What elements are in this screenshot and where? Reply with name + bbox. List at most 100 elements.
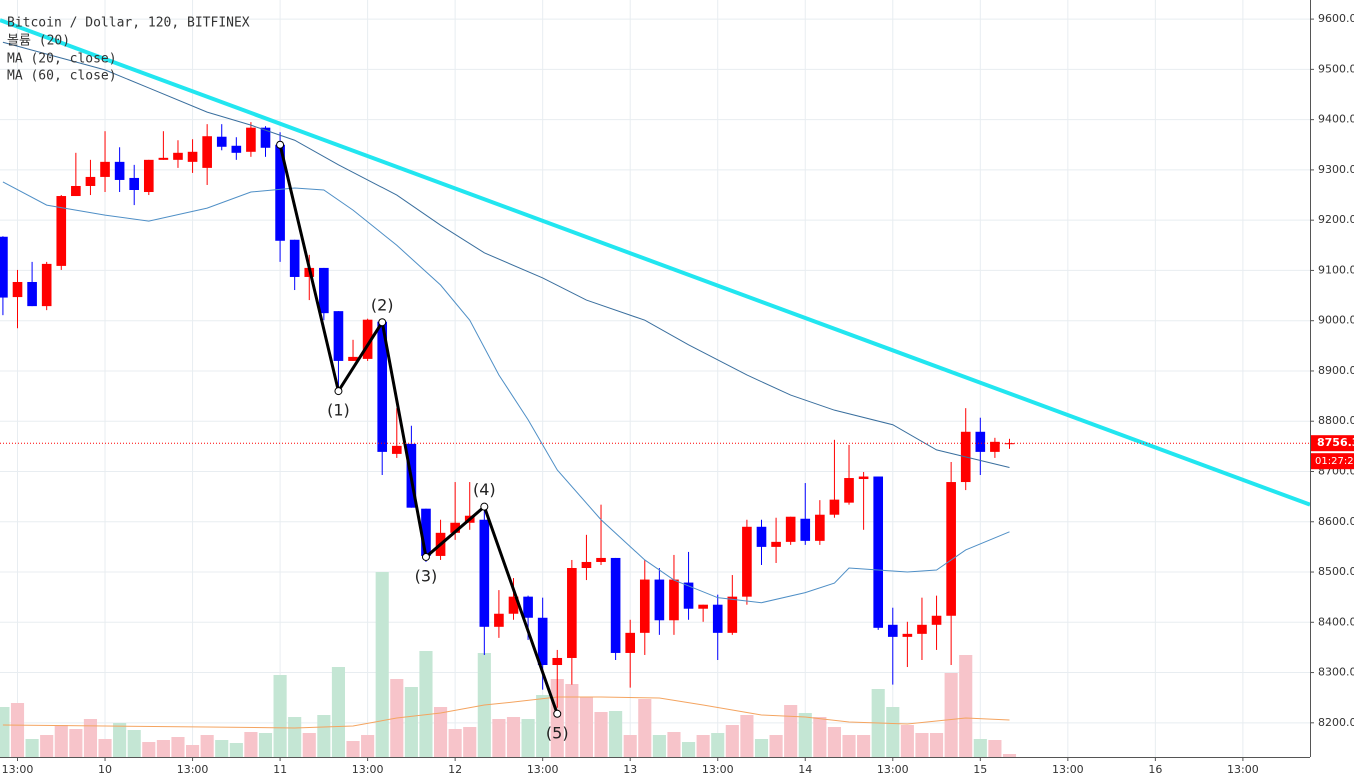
candle-body: [610, 557, 621, 653]
legend-entry: MA (60, close): [7, 69, 117, 84]
candle-body: [975, 431, 986, 452]
candle-body: [669, 579, 679, 621]
candle-body: [260, 127, 271, 148]
wave-point: [378, 318, 387, 327]
volume-bar: [929, 733, 944, 757]
volume-bar: [900, 725, 914, 757]
volume-bar: [973, 739, 987, 757]
volume-bar: [565, 684, 579, 757]
wave-point: [421, 552, 430, 561]
candle-body: [85, 176, 96, 186]
volume-bar: [273, 675, 287, 757]
candle-body: [698, 604, 708, 609]
volume-bar: [857, 735, 871, 757]
x-tick-label: 13:00: [1052, 763, 1084, 776]
candle-body: [844, 478, 854, 503]
y-tick-label: 9100.0: [1318, 263, 1354, 276]
volume-bar: [886, 707, 900, 757]
volume-bar: [915, 733, 929, 757]
volume-bar: [317, 715, 331, 757]
axes: 8200.08300.08400.08500.08600.08700.08800…: [2, 12, 1354, 776]
x-tick-label: 11: [273, 763, 287, 776]
volume-bar: [827, 727, 841, 757]
candle-body: [815, 514, 825, 541]
volume-bar: [944, 673, 958, 757]
candle-body: [523, 596, 533, 618]
series-line: [2, 41, 1010, 468]
candle-body: [858, 476, 869, 480]
legend: Bitcoin / Dollar, 120, BITFINEX 볼륨 (20) …: [7, 16, 250, 84]
candle-body: [202, 136, 212, 168]
candle-body: [829, 499, 840, 515]
wave-point: [334, 387, 343, 396]
volume-bar: [331, 667, 346, 757]
candle-body: [71, 185, 81, 197]
candle-body: [654, 579, 665, 621]
volume-bar: [681, 742, 696, 757]
y-tick-label: 9200.0: [1318, 213, 1354, 226]
legend-entry: Bitcoin / Dollar, 120, BITFINEX: [7, 16, 250, 31]
candle-body: [56, 196, 67, 266]
volume-bar: [25, 739, 39, 757]
candle-body: [275, 144, 285, 241]
x-tick-label: 10: [98, 763, 112, 776]
candle-body: [902, 633, 913, 637]
wave-point: [480, 502, 489, 511]
volume-bar: [127, 730, 141, 757]
wave-point: [553, 709, 562, 718]
x-tick-label: 13:00: [702, 763, 734, 776]
candle-body: [873, 476, 884, 628]
y-tick-label: 8300.0: [1318, 666, 1354, 679]
candle-body: [596, 557, 606, 562]
candle-body: [129, 177, 140, 191]
candle-body: [552, 657, 563, 666]
countdown-box: [1311, 453, 1354, 470]
volume-bar: [959, 655, 973, 757]
volume-bar: [784, 705, 798, 757]
x-tick-label: 13: [623, 763, 637, 776]
candle-body: [143, 159, 154, 193]
x-tick-label: 15: [973, 763, 987, 776]
x-tick-label: 14: [798, 763, 812, 776]
volume-bar: [725, 725, 739, 757]
volume-bar: [288, 717, 302, 757]
candle-body: [581, 561, 592, 569]
trendline: [0, 18, 1310, 507]
x-tick-label: 13:00: [352, 763, 384, 776]
y-tick-label: 8200.0: [1318, 716, 1354, 729]
y-tick-label: 9400.0: [1318, 113, 1354, 126]
candle-body: [508, 596, 519, 614]
candle-body: [946, 482, 956, 616]
y-tick-label: 8500.0: [1318, 565, 1354, 578]
candle-body: [362, 319, 373, 359]
wave-line: [278, 144, 559, 715]
candle-body: [727, 596, 738, 633]
volume-bar: [609, 711, 623, 757]
plot-area: (1) (2) (3) (4) (5): [0, 18, 1310, 757]
candle-body: [100, 161, 110, 177]
volume-bar: [69, 729, 83, 757]
volume-bar: [506, 717, 521, 757]
volume-bar: [667, 732, 681, 757]
volume-bar: [711, 733, 725, 757]
candle-body: [0, 236, 8, 298]
volume-bar: [200, 735, 214, 757]
volume-bar: [361, 735, 375, 757]
candle-body: [887, 624, 898, 637]
volume-bar: [229, 743, 243, 757]
candle-body: [377, 321, 388, 452]
candle-body: [450, 522, 460, 533]
candle-body: [27, 281, 37, 307]
volume-bar: [54, 725, 68, 757]
x-tick-label: 13:00: [177, 763, 209, 776]
candle-body: [537, 617, 548, 666]
y-tick-label: 9500.0: [1318, 62, 1354, 75]
volume-bar: [346, 741, 360, 757]
candle-body: [494, 613, 504, 627]
y-tick-label: 8400.0: [1318, 615, 1354, 628]
x-tick-label: 13:00: [527, 763, 559, 776]
x-tick-label: 13:00: [877, 763, 909, 776]
series-line: [2, 181, 1010, 604]
x-tick-label: 13:00: [1227, 763, 1259, 776]
y-tick-label: 9300.0: [1318, 163, 1354, 176]
